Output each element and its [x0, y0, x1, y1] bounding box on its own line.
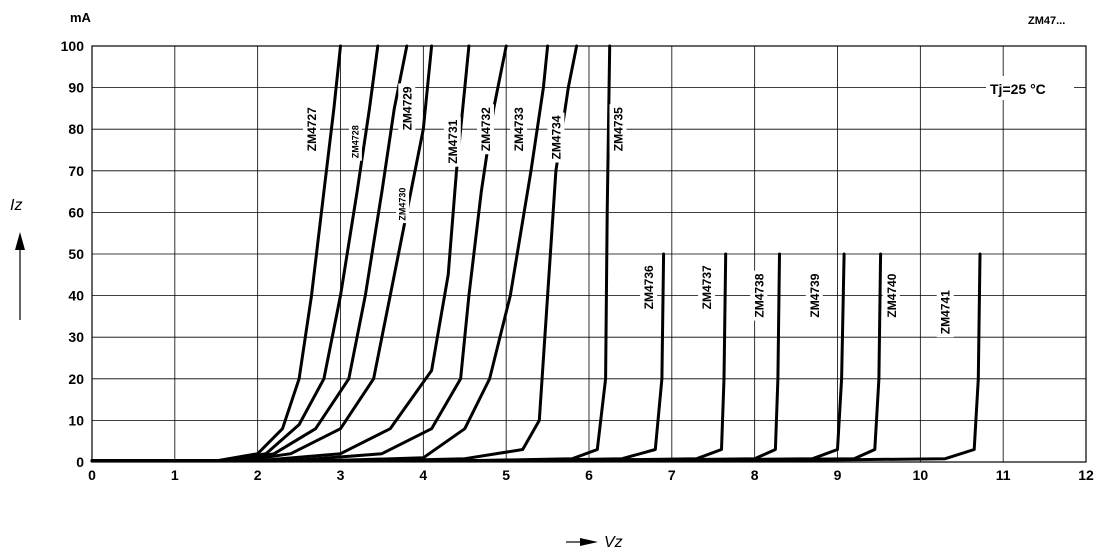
- y-tick-label: 20: [68, 371, 84, 387]
- series-label-zm4731: ZM4731: [443, 116, 461, 167]
- part-label: ZM47...: [1028, 15, 1065, 27]
- x-tick-label: 12: [1078, 467, 1094, 483]
- series-label-bg: [750, 270, 768, 321]
- y-tick-label: 70: [68, 163, 84, 179]
- series-label-text: ZM4727: [305, 107, 319, 151]
- series-label-text: ZM4735: [612, 107, 626, 151]
- x-tick-label: 2: [254, 467, 262, 483]
- series-label-text: ZM4741: [939, 290, 953, 334]
- series-line-zm4730: [90, 44, 434, 463]
- y-unit-label: mA: [70, 10, 92, 25]
- series-label-bg: [936, 287, 954, 338]
- series-line-zm4729: [90, 44, 409, 463]
- series-label-bg: [443, 116, 461, 167]
- series-label-zm4734: ZM4734: [547, 112, 565, 163]
- x-tick-label: 11: [996, 467, 1011, 483]
- series-label-text: ZM4729: [400, 86, 414, 130]
- plot-frame: [91, 45, 1087, 463]
- series-line-zm4741: [90, 252, 982, 463]
- series-label-zm4729: ZM4729: [398, 83, 416, 134]
- x-tick-label: 4: [419, 467, 427, 483]
- series-label-zm4727: ZM4727: [303, 104, 320, 155]
- series-label-zm4736: ZM4736: [640, 262, 658, 313]
- series-label-text: ZM4732: [479, 107, 493, 151]
- series-label-bg: [348, 122, 362, 161]
- series-label-text: ZM4730: [398, 188, 408, 221]
- x-tick-labels: 0 1 2 3 4 5 6 7 8 9 10 11 12: [88, 467, 1094, 483]
- y-tick-label: 40: [68, 288, 84, 304]
- y-tick-label: 80: [68, 121, 84, 137]
- y-tick-label: 10: [68, 412, 84, 428]
- series-label-text: ZM4736: [642, 265, 656, 309]
- series-label-zm4739: ZM4739: [805, 270, 823, 321]
- series-label-zm4730: ZM4730: [396, 185, 410, 224]
- condition-label: Tj=25 °C: [990, 81, 1046, 97]
- series-label-text: ZM4738: [752, 273, 766, 317]
- series-label-zm4733: ZM4733: [510, 104, 528, 155]
- x-tick-label: 6: [585, 467, 593, 483]
- curves: [90, 44, 982, 463]
- x-tick-label: 10: [913, 467, 929, 483]
- series-label-bg: [547, 112, 565, 163]
- series-label-zm4737: ZM4737: [698, 262, 716, 313]
- y-tick-label: 90: [68, 80, 84, 96]
- series-label-bg: [640, 262, 658, 313]
- series-label-text: ZM4728: [350, 125, 360, 158]
- series-label-bg: [805, 270, 823, 321]
- series-label-text: ZM4734: [549, 115, 563, 159]
- series-label-bg: [303, 104, 320, 155]
- x-axis-arrow-icon: [566, 538, 598, 546]
- condition-box-bg: [986, 76, 1074, 100]
- series-label-bg: [882, 270, 900, 321]
- curve-labels: ZM4727 ZM4728 ZM4729 ZM4730 ZM4731 ZM4732 ZM47…: [303, 83, 954, 338]
- series-label-bg: [396, 185, 410, 224]
- series-label-zm4728: ZM4728: [348, 122, 362, 161]
- y-tick-label: 50: [68, 246, 84, 262]
- x-tick-label: 5: [502, 467, 510, 483]
- series-label-zm4732: ZM4732: [477, 104, 494, 155]
- series-label-bg: [698, 262, 716, 313]
- series-label-zm4735: ZM4735: [609, 104, 627, 155]
- y-tick-label: 60: [68, 204, 84, 220]
- series-label-text: ZM4739: [808, 273, 822, 317]
- series-label-zm4738: ZM4738: [750, 270, 768, 321]
- y-tick-labels: 0 10 20 30 40 50 60 70 80 90 100: [61, 38, 85, 470]
- x-tick-label: 7: [668, 467, 676, 483]
- series-label-text: ZM4740: [885, 273, 899, 317]
- series-label-zm4741: ZM4741: [936, 287, 954, 338]
- x-tick-label: 3: [337, 467, 345, 483]
- series-label-zm4740: ZM4740: [882, 270, 900, 321]
- y-tick-label: 0: [76, 454, 84, 470]
- series-label-bg: [609, 104, 627, 155]
- series-label-text: ZM4733: [512, 107, 526, 151]
- x-tick-label: 1: [171, 467, 179, 483]
- x-tick-label: 8: [751, 467, 759, 483]
- y-tick-label: 100: [61, 38, 85, 54]
- series-label-bg: [398, 83, 416, 134]
- series-label-text: ZM4737: [700, 265, 714, 309]
- y-tick-label: 30: [68, 329, 84, 345]
- y-axis-arrow-icon: [15, 232, 25, 320]
- x-axis-label: Vz: [604, 534, 623, 551]
- series-label-bg: [510, 104, 528, 155]
- series-label-text: ZM4731: [446, 119, 460, 163]
- series-line-zm4731: [90, 44, 471, 463]
- y-axis-label: Iz: [10, 197, 22, 214]
- x-tick-label: 0: [88, 467, 96, 483]
- series-label-bg: [477, 104, 494, 155]
- x-tick-label: 9: [834, 467, 842, 483]
